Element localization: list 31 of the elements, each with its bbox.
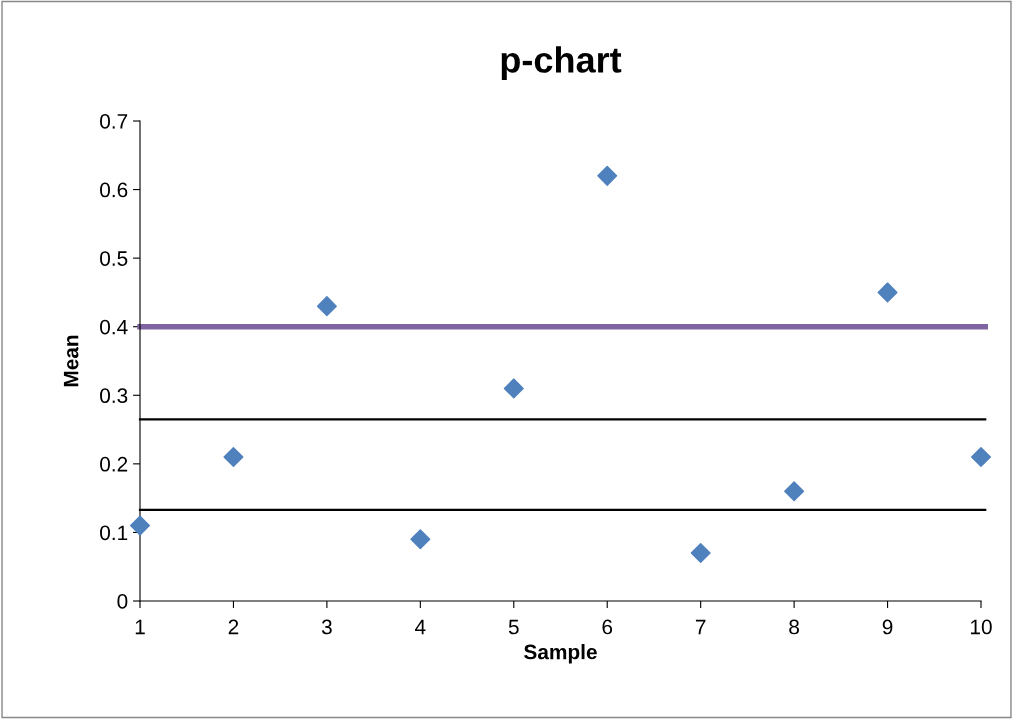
y-tick-label: 0.5 <box>100 251 128 266</box>
x-tick-label: 5 <box>508 619 519 635</box>
x-tick-label: 7 <box>695 619 706 635</box>
point <box>410 529 431 550</box>
point <box>316 296 337 317</box>
point <box>129 515 151 536</box>
x-axis-title: Sample <box>524 644 597 664</box>
x-tick-label: 3 <box>321 619 332 635</box>
point <box>784 481 805 502</box>
point <box>223 446 244 468</box>
point <box>970 446 992 468</box>
x-tick-label: 4 <box>415 619 426 635</box>
y-tick-label: 0.1 <box>100 525 128 541</box>
y-axis-title: Mean <box>63 335 79 387</box>
y-tick-label: 0.4 <box>100 319 128 335</box>
x-tick-label: 2 <box>228 619 239 635</box>
point <box>877 282 898 303</box>
x-tick-label: 9 <box>882 619 893 635</box>
y-tick-label: 0.2 <box>100 456 128 472</box>
x-tick-label: 6 <box>602 619 613 635</box>
chart-title: p-chart <box>501 46 622 80</box>
y-tick-label: 0.7 <box>100 114 128 129</box>
x-tick-label: 10 <box>971 619 992 635</box>
x-tick-label: 8 <box>789 619 799 635</box>
point <box>503 378 524 399</box>
y-tick-label: 0 <box>117 594 128 609</box>
point <box>597 165 618 186</box>
y-tick-label: 0.6 <box>100 182 128 198</box>
y-tick-label: 0.3 <box>100 388 128 404</box>
point <box>690 542 711 564</box>
x-tick-label: 1 <box>135 619 145 635</box>
